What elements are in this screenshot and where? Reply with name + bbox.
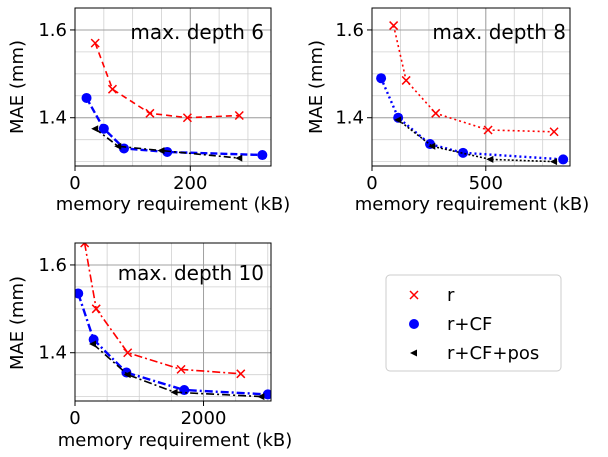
y-tick-label: 1.6 — [335, 20, 364, 41]
legend: r r+CF r+CF+pos — [385, 274, 562, 372]
data-point-r — [236, 369, 246, 379]
series-lines — [376, 21, 569, 166]
plot-frame — [371, 7, 571, 167]
data-point-r — [549, 127, 559, 137]
data-point-rcf — [88, 334, 99, 345]
data-point-r — [176, 364, 186, 374]
legend-item-rcf: r+CF — [409, 314, 492, 335]
series-line-rcf — [77, 293, 268, 396]
data-point-rcfpos — [257, 393, 265, 401]
axis-ticks: 0 500 1.4 1.6 — [335, 20, 503, 194]
legend-label-r: r — [447, 285, 455, 306]
legend-item-r: r — [409, 285, 455, 306]
data-point-rcfpos — [486, 155, 494, 163]
x-axis-label: memory requirement (kB) — [58, 430, 293, 451]
x-axis-label: memory requirement (kB) — [56, 194, 291, 215]
data-point-r — [234, 110, 244, 121]
series-lines — [81, 38, 268, 162]
legend-symbol-r — [409, 290, 419, 300]
subplot-depth-8: 0 500 1.4 1.6 max. depth 8 memory requireme… — [306, 7, 590, 215]
data-point-r — [123, 348, 133, 358]
data-point-r — [401, 75, 411, 85]
data-point-rcfpos — [88, 340, 96, 348]
axis-ticks: 0 2000 1.4 1.6 — [38, 255, 226, 429]
data-point-r — [431, 108, 441, 118]
y-axis-label: MAE (mm) — [306, 40, 327, 134]
data-point-rcf — [262, 389, 271, 400]
data-point-rcfpos — [91, 125, 99, 133]
subplot-depth-10: 0 2000 1.4 1.6 max. depth 10 memory require… — [7, 242, 293, 451]
series-lines — [75, 243, 271, 401]
data-point-r — [80, 243, 90, 248]
data-point-rcfpos — [157, 147, 165, 155]
data-point-r — [107, 84, 118, 94]
series-line-rcfpos — [94, 128, 240, 159]
legend-frame — [385, 274, 562, 372]
data-point-r — [91, 304, 101, 314]
legend-marker-rcf — [409, 319, 419, 329]
legend-symbol-rcfpos — [410, 349, 417, 357]
data-point-rcfpos — [235, 154, 243, 162]
subplot-annotation: max. depth 10 — [118, 261, 264, 285]
data-point-rcf — [81, 92, 92, 103]
plot-frame — [74, 7, 272, 167]
x-tick-label: 500 — [469, 173, 503, 194]
x-tick-label: 200 — [173, 173, 207, 194]
gridlines — [74, 243, 271, 401]
legend-item-rcfpos: r+CF+pos — [410, 343, 539, 364]
data-point-rcf — [376, 73, 387, 84]
legend-symbol-rcf — [409, 319, 419, 329]
legend-marker-r — [409, 290, 419, 300]
y-tick-label: 1.4 — [38, 343, 67, 364]
data-point-rcfpos — [123, 371, 131, 379]
subplot-annotation: max. depth 6 — [130, 20, 264, 44]
y-axis-label: MAE (mm) — [7, 276, 28, 370]
data-point-rcfpos — [550, 158, 558, 166]
y-axis-label: MAE (mm) — [7, 40, 28, 134]
y-tick-label: 1.4 — [38, 108, 67, 129]
legend-label-rcfpos: r+CF+pos — [447, 343, 539, 364]
legend-label-rcf: r+CF — [447, 314, 492, 335]
y-tick-label: 1.4 — [335, 108, 364, 129]
subplot-depth-6: 0 200 1.4 1.6 max. depth 6 memory requireme… — [7, 7, 291, 215]
data-point-r — [145, 108, 155, 118]
data-point-r — [90, 38, 100, 48]
series-line-rcfpos — [92, 343, 262, 398]
data-point-rcfpos — [170, 388, 178, 396]
data-point-rcf — [558, 154, 569, 165]
x-axis-label: memory requirement (kB) — [355, 194, 590, 215]
y-tick-label: 1.6 — [38, 255, 67, 276]
x-tick-label: 0 — [69, 408, 80, 429]
data-point-rcf — [179, 385, 190, 396]
series-line-r — [83, 243, 241, 375]
series-line-rcf — [379, 77, 564, 161]
data-point-r — [483, 125, 493, 135]
axis-ticks: 0 200 1.4 1.6 — [38, 20, 207, 194]
data-point-rcf — [98, 123, 109, 134]
plot-frame — [74, 242, 272, 402]
data-point-rcfpos — [394, 116, 402, 124]
data-point-rcf — [458, 147, 469, 158]
subplot-annotation: max. depth 8 — [432, 20, 566, 44]
x-tick-label: 2000 — [181, 408, 227, 429]
data-point-r — [182, 113, 192, 123]
y-tick-label: 1.6 — [38, 20, 67, 41]
legend-marker-rcfpos — [410, 349, 417, 357]
x-tick-label: 0 — [69, 173, 80, 194]
data-point-r — [389, 21, 399, 31]
data-point-rcf — [75, 288, 84, 299]
data-point-rcf — [257, 150, 268, 161]
data-point-rcfpos — [428, 142, 436, 150]
x-tick-label: 0 — [366, 173, 377, 194]
series-line-rcfpos — [397, 119, 555, 163]
data-point-rcfpos — [114, 142, 122, 150]
